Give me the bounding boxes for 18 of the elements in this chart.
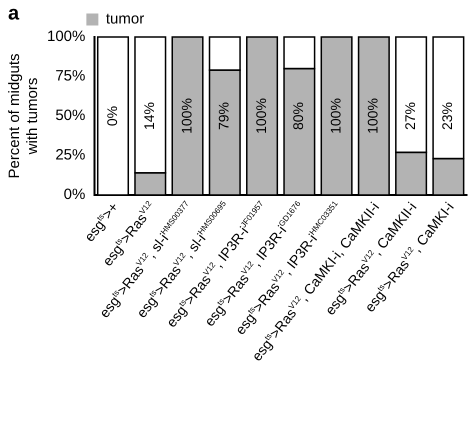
data-label: 14% [141,102,158,130]
y-tick-label: 0% [64,186,86,204]
data-label: 100% [327,98,344,134]
annotation: 0% [104,106,120,126]
legend-label: tumor [106,10,144,28]
y-axis-title: Percent of midguts with tumors [6,53,42,179]
data-label: 23% [439,102,456,130]
data-label: 80% [290,102,306,130]
y-tick-label: 100% [46,28,86,46]
data-label: 27% [402,102,418,130]
data-label: 79% [216,102,232,130]
y-tick-label: 25% [55,146,86,164]
y-tick-label: 50% [55,107,86,124]
data-label: 100% [364,98,381,134]
y-tick-label: 75% [55,68,86,85]
data-label: 100% [252,98,269,134]
text: a [8,2,20,25]
data-label: 100% [178,98,194,134]
